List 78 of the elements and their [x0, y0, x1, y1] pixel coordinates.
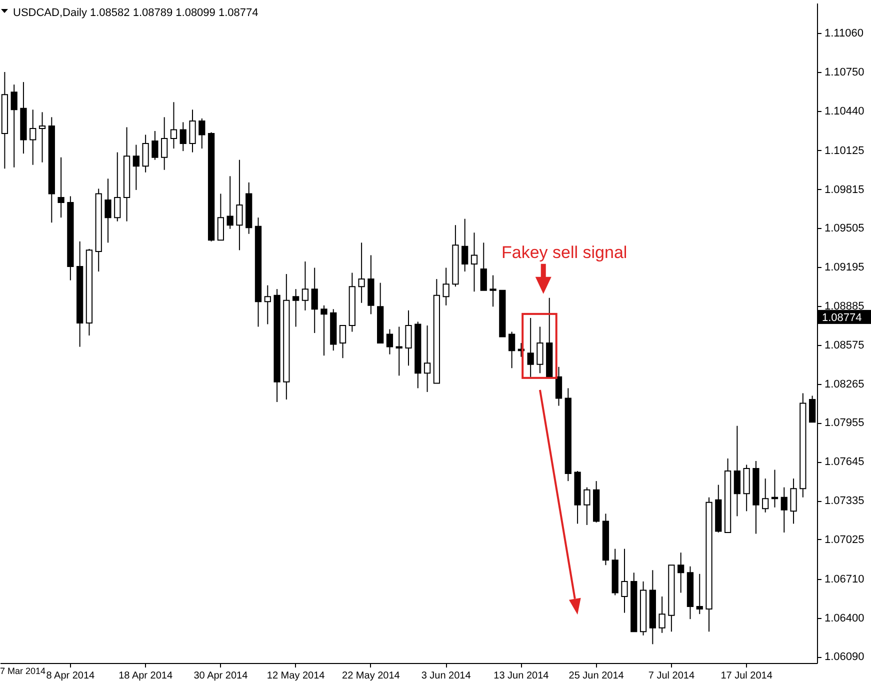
- candlestick: [311, 267, 318, 334]
- candlestick: [320, 304, 328, 356]
- candlestick: [226, 176, 234, 230]
- y-tick-label: 1.10440: [824, 105, 864, 118]
- candlestick: [470, 232, 478, 292]
- x-tick-label: 22 May 2014: [342, 670, 400, 682]
- candlestick: [180, 122, 186, 152]
- y-tick-label: 1.08575: [824, 339, 864, 352]
- candlestick: [104, 178, 112, 244]
- candlestick: [555, 366, 562, 406]
- candlestick: [152, 130, 158, 160]
- y-tick-label: 1.10750: [824, 66, 864, 79]
- x-tick-label: 17 Jul 2014: [720, 670, 773, 682]
- candlestick: [405, 310, 412, 366]
- candlestick: [621, 548, 628, 614]
- candlestick: [217, 193, 224, 241]
- x-tick-label: 25 Jun 2014: [568, 670, 624, 682]
- x-tick-label: 18 Apr 2014: [118, 670, 173, 682]
- candlestick: [462, 218, 468, 272]
- y-tick-label: 1.06400: [824, 612, 864, 624]
- x-tick-label: 13 Jun 2014: [494, 670, 550, 682]
- y-tick-label: 1.09505: [824, 222, 864, 235]
- candlestick: [170, 102, 178, 150]
- text: 7 Mar 2014: [0, 666, 46, 676]
- y-tick-label: 1.09815: [824, 184, 864, 196]
- candlestick: [584, 486, 590, 526]
- candlestick: [358, 242, 365, 304]
- candlestick: [58, 156, 64, 218]
- annotation: Fakey sell signal: [502, 242, 628, 262]
- candlestick: [236, 159, 243, 251]
- candlestick: [490, 274, 496, 308]
- candlestick: [442, 267, 450, 306]
- y-tick-label: 1.06710: [824, 573, 864, 586]
- candlestick: [658, 596, 666, 634]
- y-tick-label: 1.11060: [824, 28, 864, 40]
- candlestick: [480, 242, 487, 291]
- candlestick: [114, 152, 121, 222]
- candlestick: [790, 478, 797, 524]
- candlestick: [762, 478, 769, 513]
- candlestick: [527, 317, 534, 378]
- candlestick: [132, 144, 140, 190]
- x-tick-label: 30 Apr 2014: [194, 670, 248, 682]
- y-tick-label: 1.08265: [824, 378, 864, 390]
- x-tick-label: 8 Apr 2014: [46, 670, 96, 682]
- y-tick-label: 1.07025: [824, 534, 864, 546]
- candlestick: [396, 326, 402, 376]
- candlestick: [30, 109, 36, 166]
- candlestick: [734, 425, 740, 517]
- candlestick: [198, 118, 206, 150]
- candlestick: [780, 486, 788, 534]
- candlestick: [339, 324, 346, 359]
- candlestick: [424, 324, 431, 392]
- candlestick: [142, 134, 149, 173]
- candlestick: [10, 84, 18, 168]
- x-tick-label: 12 May 2014: [266, 670, 326, 682]
- candlestick: [161, 116, 168, 170]
- y-tick-label: 1.10125: [824, 144, 864, 157]
- y-tick-label: 1.09195: [824, 262, 864, 274]
- y-tick-label: 1.06090: [824, 651, 864, 664]
- chart-title: USDCAD,Daily 1.08582 1.08789 1.08099 1.08774: [13, 7, 258, 19]
- text: 1.08774: [822, 312, 862, 324]
- candlestick: [302, 260, 309, 311]
- candlestick: [386, 328, 394, 355]
- candlestick: [678, 552, 684, 594]
- candlestick: [536, 326, 544, 374]
- candlestick: [771, 469, 778, 508]
- candlestick: [292, 288, 300, 328]
- candlestick: [264, 284, 271, 325]
- x-tick-label: 3 Jun 2014: [421, 670, 472, 682]
- candlestick: [696, 573, 703, 615]
- y-tick-label: 1.07335: [824, 495, 864, 508]
- candlestick: [508, 331, 516, 369]
- candlestick: [189, 109, 196, 153]
- x-tick-label: 7 Jul 2014: [648, 670, 695, 682]
- y-tick-label: 1.07645: [824, 456, 864, 468]
- candlestick: [38, 112, 46, 163]
- y-tick-label: 1.08885: [824, 300, 864, 313]
- y-tick-label: 1.07955: [824, 417, 864, 430]
